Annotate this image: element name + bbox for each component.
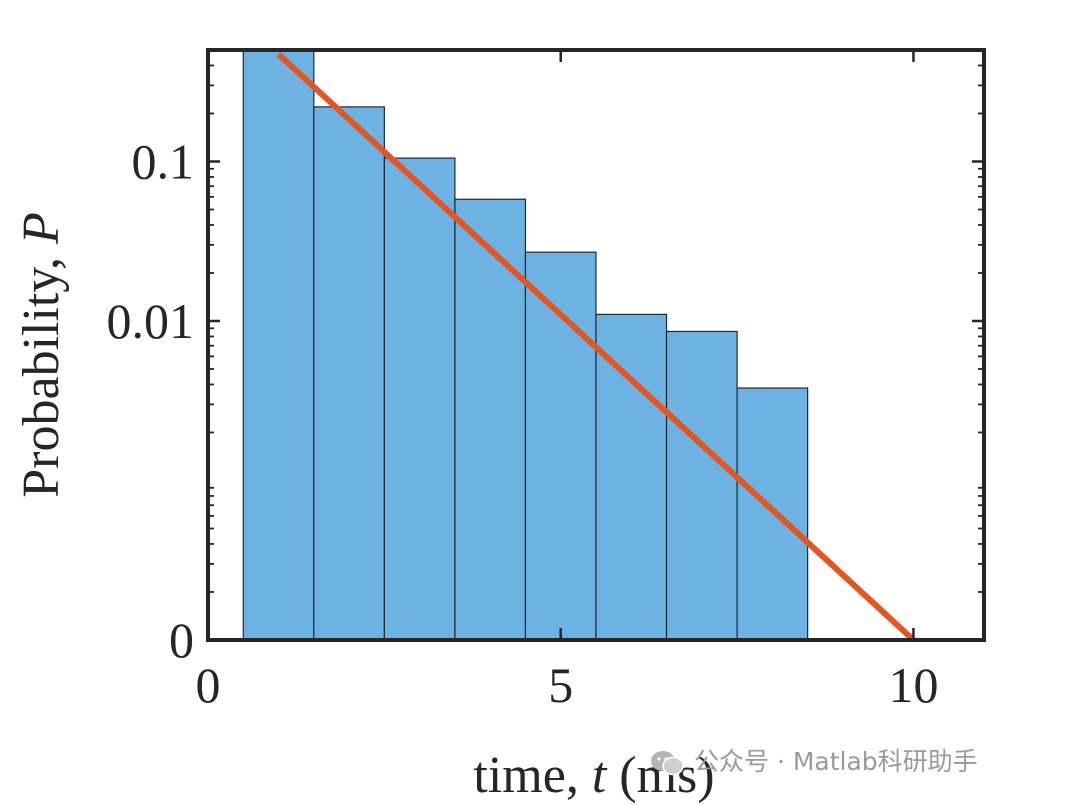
- histogram-bar: [242, 49, 315, 641]
- fit-line-group: [276, 52, 916, 643]
- wechat-icon: [651, 751, 684, 776]
- x-tick-label: 10: [888, 657, 938, 713]
- y-tick-label: 0.1: [132, 133, 195, 189]
- histogram-bar: [665, 330, 738, 641]
- fit-line: [276, 52, 916, 643]
- y-axis-label: Probability, P: [13, 212, 70, 498]
- y-tick-label: 0: [169, 612, 194, 668]
- y-tick-label: 0.01: [107, 293, 195, 349]
- ticks-group: [206, 50, 984, 642]
- histogram-bar: [524, 251, 597, 641]
- x-tick-label: 5: [548, 657, 573, 713]
- watermark-text: 公众号 · Matlab科研助手: [694, 747, 978, 776]
- histogram-bar: [595, 313, 668, 641]
- x-tick-label: 0: [196, 657, 221, 713]
- histogram-bar: [383, 157, 456, 641]
- histogram-bar: [736, 387, 809, 641]
- watermark: 公众号 · Matlab科研助手: [650, 742, 978, 778]
- bars-group: [242, 49, 809, 641]
- histogram-bar: [313, 106, 385, 641]
- histogram-bar: [454, 198, 527, 641]
- tick-labels-group: 0 5 10 0 0.01 0.1: [107, 133, 939, 713]
